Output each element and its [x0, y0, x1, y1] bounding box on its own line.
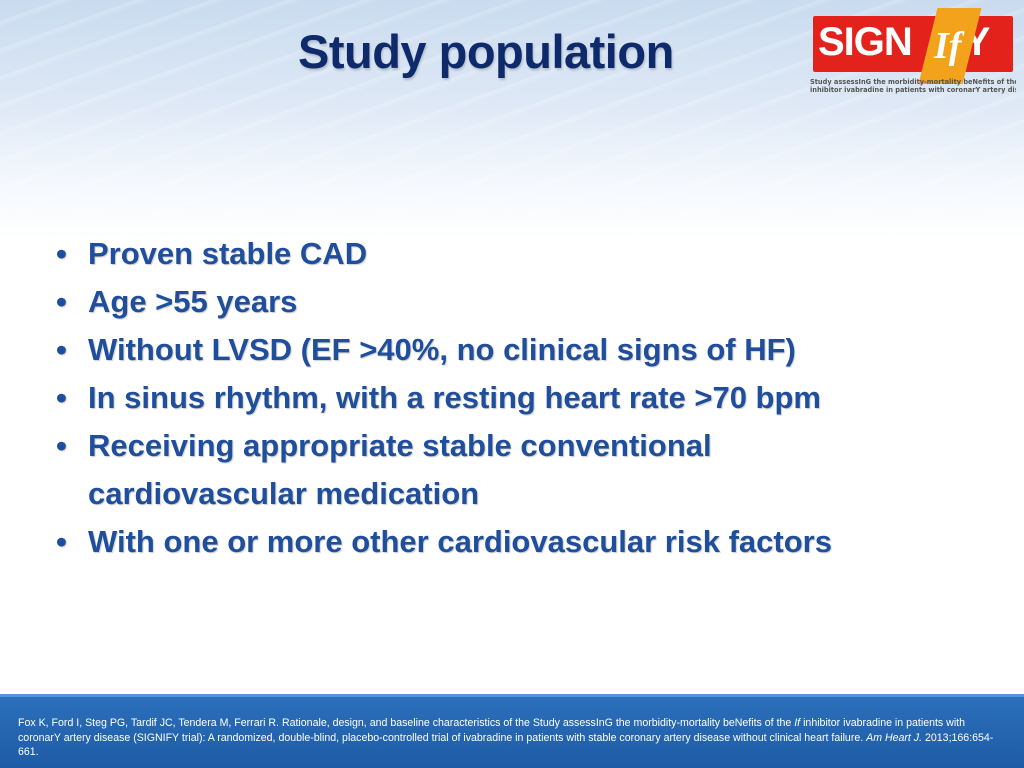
bullet-glyph: •	[56, 236, 67, 271]
reference-citation: 2013;166:654-661.	[18, 731, 994, 759]
reference-footer: Fox K, Ford I, Steg PG, Tardif JC, Tende…	[0, 694, 1024, 768]
logo-red-box	[813, 16, 1013, 72]
reference-text: Fox K, Ford I, Steg PG, Tardif JC, Tende…	[18, 716, 1008, 760]
bullet-glyph: •	[56, 380, 67, 415]
bullet-text: Age >55 years	[88, 284, 298, 319]
bullet-glyph: •	[56, 524, 67, 559]
logo-tagline-line2: inhibitor ivabradine in patients with co…	[810, 86, 1016, 94]
bullet-glyph: •	[56, 284, 67, 319]
reference-part1: Fox K, Ford I, Steg PG, Tardif JC, Tende…	[18, 717, 795, 729]
logo-tagline: Study assessInG the morbidity-mortality …	[810, 78, 1016, 94]
logo-word-left: SIGN	[818, 20, 913, 64]
bullet-text: In sinus rhythm, with a resting heart ra…	[88, 380, 821, 415]
bullet-text: Proven stable CAD	[88, 236, 368, 271]
logo-if-text: If	[934, 25, 962, 67]
signify-logo: SIGN Y If Study assessInG the morbidity-m…	[808, 8, 1018, 104]
bullet-text: Without LVSD (EF >40%, no clinical signs…	[88, 332, 796, 367]
bullet-item: • Without LVSD (EF >40%, no clinical sign…	[52, 326, 952, 374]
bullet-text: With one or more other cardiovascular ri…	[88, 524, 832, 559]
bullet-item: • Proven stable CAD	[52, 230, 952, 278]
logo-tagline-line1: Study assessInG the morbidity-mortality …	[810, 78, 1016, 86]
bullet-list: • Proven stable CAD • Age >55 years • Witho…	[52, 230, 952, 566]
bullet-item: • With one or more other cardiovascular r…	[52, 518, 952, 566]
bullet-glyph: •	[56, 332, 67, 367]
bullet-item: • Receiving appropriate stable convention…	[52, 422, 828, 518]
reference-if-symbol: If	[794, 717, 801, 729]
bullet-glyph: •	[56, 428, 67, 463]
reference-part2: inhibitor ivabradine in patients with co…	[18, 717, 966, 744]
reference-journal: Am Heart J.	[866, 731, 923, 744]
slide-title: Study population	[298, 25, 674, 78]
bullet-item: • In sinus rhythm, with a resting heart r…	[52, 374, 952, 422]
bullet-text: Receiving appropriate stable conventiona…	[88, 428, 712, 511]
bullet-item: • Age >55 years	[52, 278, 952, 326]
